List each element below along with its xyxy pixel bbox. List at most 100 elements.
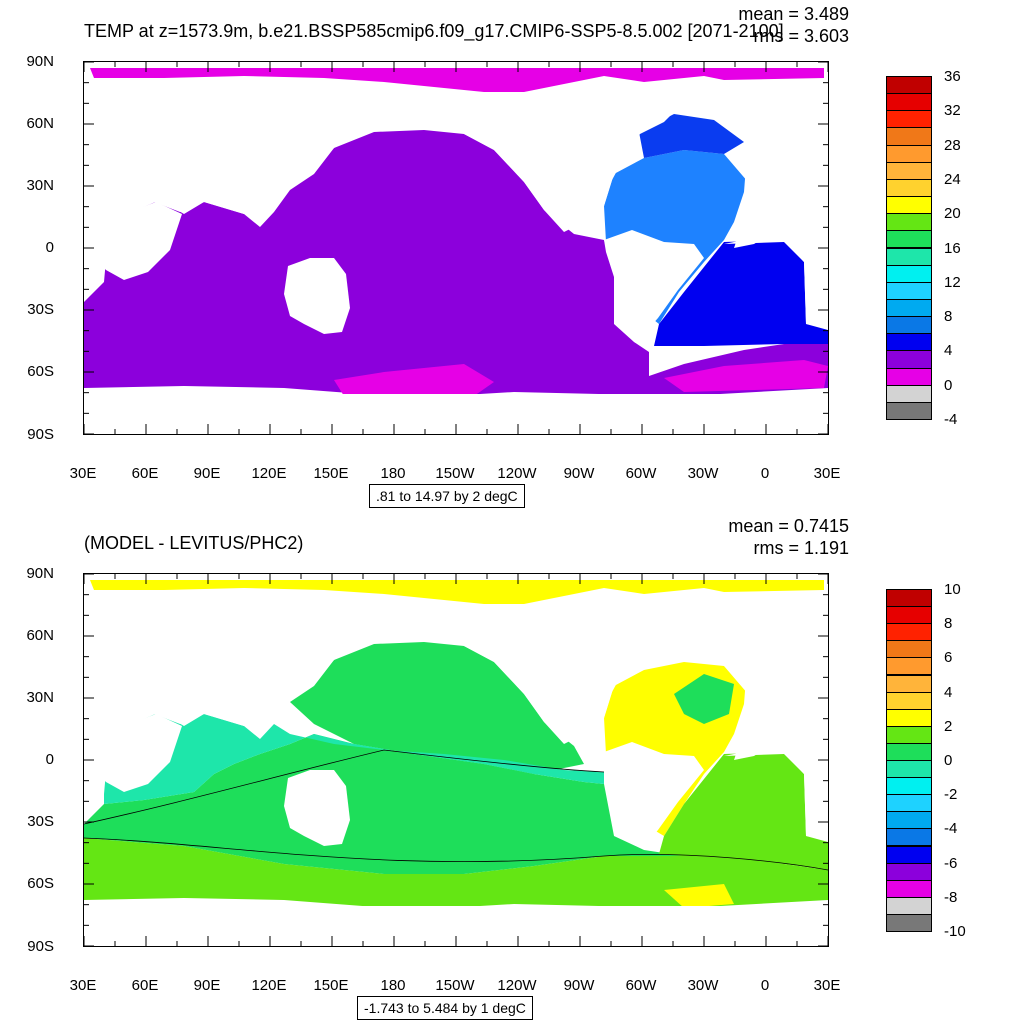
top-lat-label-30s: 30S [27,301,54,318]
bottom-tropical-band [104,712,604,804]
bottom-colorbar-label: -4 [944,820,958,838]
top-indo-pacific-region [84,130,828,398]
bottom-map-panel: (MODEL - LEVITUS/PHC2) mean = 0.7415 rms… [0,512,1024,1024]
top-colorbar [886,76,932,420]
bottom-asia-land [84,594,384,740]
top-south-america-land [604,230,704,334]
bottom-australia-land [284,770,350,846]
top-colorbar-swatch [886,384,932,403]
bottom-lat-label-60n: 60N [26,627,54,644]
top-lon-label: 0 [760,465,770,482]
bottom-lat-label-90s: 90S [27,938,54,955]
top-colorbar-swatch [886,213,932,232]
top-lon-label: 30W [687,465,719,482]
top-colorbar-label: 4 [944,342,953,360]
top-antarctic-region [334,364,494,402]
bottom-lon-label: 0 [760,977,770,994]
top-colorbar-label: 8 [944,308,953,326]
bottom-north-america-land [434,598,684,744]
top-map-panel: TEMP at z=1573.9m, b.e21.BSSP585cmip6.f0… [26,4,961,508]
top-lon-label: 60E [131,465,159,482]
top-lat-label-60n: 60N [26,115,54,132]
bottom-ocean-field [84,580,828,946]
bottom-colorbar-swatch [886,760,932,779]
bottom-lat-label-90n: 90N [26,565,54,582]
top-colorbar-label: 32 [944,102,961,120]
top-colorbar-swatch [886,76,932,95]
bottom-colorbar-swatch [886,879,932,898]
top-colorbar-swatch [886,178,932,198]
bottom-colorbar-label: -2 [944,786,958,804]
bottom-lon-label: 120W [497,977,537,994]
bottom-arctic-region [90,580,824,604]
top-ocean-field [84,68,828,434]
top-colorbar-label: 36 [944,68,961,85]
bottom-antarctica-land [84,906,828,946]
bottom-south-america-land [604,742,704,846]
top-colorbar-swatch [886,247,932,266]
top-lon-label: 30E [69,465,97,482]
bottom-lat-label-0: 0 [45,751,54,768]
bottom-colorbar-swatch [886,657,932,676]
bottom-greenland-land [734,592,788,646]
bottom-south-atlantic-region [659,752,828,870]
bottom-lon-label: 120E [251,977,287,994]
bottom-lon-label: 180 [380,977,406,994]
top-colorbar-label: 24 [944,170,961,188]
top-colorbar-swatch [886,333,932,352]
top-lon-label: 60W [625,465,657,482]
bottom-lon-label: 150W [435,977,475,994]
top-greenland-land [734,80,788,134]
top-antarctica-land [84,394,828,434]
bottom-lon-label: 30E [69,977,97,994]
bottom-rms-stat: rms = 1.191 [753,538,849,558]
top-europe-land [724,150,828,248]
bottom-lat-label-60s: 60S [27,875,54,892]
top-lon-label: 90E [193,465,221,482]
top-lon-label: 180 [380,465,406,482]
top-colorbar-label: 20 [944,205,961,223]
top-contour-range-box: .81 to 14.97 by 2 degC [369,484,525,508]
top-colorbar-swatch [886,110,932,129]
top-colorbar-swatch [886,93,932,112]
bottom-colorbar-swatch [886,674,932,693]
bottom-colorbar-swatch [886,913,932,932]
bottom-colorbar-swatch [886,691,932,710]
bottom-colorbar-label: -6 [944,854,958,872]
top-rms-stat: rms = 3.603 [753,26,849,46]
top-lon-label: 90W [563,465,595,482]
top-lat-label-30n: 30N [26,177,54,194]
top-colorbar-label: 28 [944,136,961,154]
bottom-colorbar-label: 4 [944,683,953,701]
bottom-colorbar-label: 8 [944,615,953,633]
top-colorbar-swatch [886,196,932,215]
bottom-colorbar-label: 2 [944,717,953,735]
bottom-lon-label: 90E [193,977,221,994]
bottom-mean-stat: mean = 0.7415 [728,516,849,536]
bottom-colorbar-label: 0 [944,752,953,769]
top-lat-label-0: 0 [45,239,54,256]
top-colorbar-label: 12 [944,273,961,291]
bottom-lon-label: 30E [813,977,841,994]
bottom-contour-range-box: -1.743 to 5.484 by 1 degC [357,996,533,1020]
top-colorbar-label: 16 [944,239,961,257]
top-north-america-land [434,86,684,232]
bottom-colorbar-swatch [886,589,932,608]
top-lon-label: 120E [251,465,287,482]
top-mean-stat: mean = 3.489 [738,4,849,24]
bottom-lon-label: 150E [313,977,349,994]
bottom-lon-label: 90W [563,977,595,994]
bottom-colorbar-swatch [886,606,932,625]
top-lon-label: 150W [435,465,475,482]
top-lon-label: 30E [813,465,841,482]
top-colorbar-label: -4 [944,411,958,428]
top-map-title: TEMP at z=1573.9m, b.e21.BSSP585cmip6.f0… [84,21,784,41]
bottom-colorbar-swatch [886,777,932,796]
bottom-lon-label: 60W [625,977,657,994]
top-colorbar-swatch [886,161,932,180]
bottom-map-title: (MODEL - LEVITUS/PHC2) [84,533,304,553]
top-colorbar-swatch [886,401,932,420]
top-lon-label: 150E [313,465,349,482]
top-labrador-region [639,114,744,158]
bottom-lon-label: 30W [687,977,719,994]
